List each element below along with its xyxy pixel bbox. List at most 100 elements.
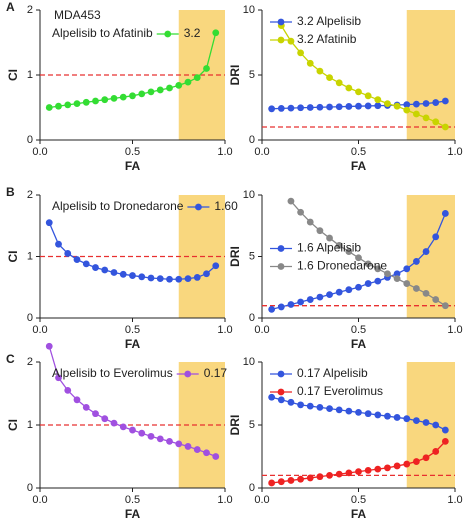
- data-point: [326, 234, 333, 242]
- legend-label: 0.17: [204, 366, 228, 380]
- x-tick-label: 0.0: [32, 324, 47, 336]
- data-point: [384, 412, 391, 420]
- data-point: [393, 270, 401, 278]
- y-axis-label: DRI: [228, 246, 242, 267]
- data-point: [138, 429, 146, 437]
- legend-label: 1.6 Alpelisib: [297, 241, 361, 255]
- data-point: [82, 403, 90, 411]
- data-point: [64, 101, 72, 109]
- data-point: [355, 409, 362, 416]
- data-point: [422, 248, 430, 255]
- data-point: [432, 118, 440, 126]
- data-point: [166, 275, 173, 283]
- x-tick-label: 0.5: [125, 146, 140, 158]
- data-point: [345, 286, 353, 294]
- data-point: [101, 96, 109, 104]
- data-point: [297, 298, 304, 306]
- data-point: [335, 242, 343, 249]
- y-axis-label: DRI: [228, 415, 242, 436]
- data-point: [175, 82, 183, 89]
- data-point: [268, 393, 276, 401]
- panel-label: C: [6, 352, 15, 366]
- data-point: [277, 478, 285, 486]
- data-point: [193, 274, 201, 281]
- annotation: Alpelisib to Dronedarone: [52, 199, 184, 213]
- data-point: [335, 103, 343, 111]
- legend-marker: [277, 36, 285, 44]
- data-point: [422, 419, 430, 426]
- data-point: [193, 74, 201, 81]
- y-tick-label: 10: [243, 4, 255, 16]
- data-point: [287, 104, 295, 112]
- x-tick-label: 0.5: [125, 324, 140, 336]
- data-point: [374, 465, 382, 473]
- data-point: [441, 210, 449, 217]
- data-point: [73, 396, 81, 404]
- data-point: [316, 103, 324, 111]
- y-tick-label: 5: [249, 250, 255, 262]
- data-point: [203, 65, 210, 72]
- data-point: [287, 477, 295, 484]
- data-point: [364, 92, 372, 100]
- shaded-region: [406, 362, 455, 488]
- data-point: [374, 96, 382, 104]
- data-point: [82, 98, 90, 106]
- x-axis-label: FA: [351, 337, 367, 351]
- data-point: [193, 446, 201, 453]
- data-point: [73, 256, 81, 263]
- data-point: [110, 95, 118, 102]
- data-point: [413, 100, 420, 108]
- y-tick-label: 1: [27, 419, 33, 431]
- y-axis-label: DRI: [228, 65, 242, 86]
- data-point: [287, 398, 295, 406]
- data-point: [306, 104, 314, 111]
- data-point: [175, 440, 183, 448]
- data-point: [92, 264, 99, 271]
- y-tick-label: 2: [27, 356, 33, 368]
- data-point: [355, 254, 362, 262]
- data-point: [374, 277, 382, 285]
- data-point: [45, 219, 53, 227]
- data-point: [403, 101, 411, 109]
- data-point: [335, 288, 343, 296]
- data-point: [129, 272, 136, 279]
- data-point: [55, 374, 62, 382]
- data-point: [316, 473, 324, 481]
- data-point: [432, 448, 440, 455]
- data-point: [277, 396, 285, 404]
- data-point: [393, 462, 401, 470]
- data-point: [316, 403, 324, 411]
- data-point: [403, 460, 411, 468]
- data-point: [297, 475, 304, 483]
- data-point: [64, 386, 72, 394]
- data-point: [101, 266, 109, 274]
- legend-label: 3.2 Alpelisib: [297, 14, 361, 28]
- legend-marker: [184, 370, 192, 378]
- data-point: [374, 102, 382, 110]
- data-point: [277, 303, 285, 311]
- y-axis-label: CI: [6, 69, 20, 81]
- data-point: [277, 105, 285, 112]
- data-point: [403, 106, 411, 114]
- data-point: [393, 275, 401, 283]
- data-point: [345, 469, 353, 477]
- data-point: [147, 88, 155, 96]
- data-point: [212, 262, 220, 270]
- data-point: [413, 417, 420, 424]
- data-point: [413, 110, 420, 118]
- legend-marker: [277, 263, 285, 270]
- data-point: [441, 437, 449, 445]
- data-point: [73, 100, 81, 107]
- y-axis-label: CI: [6, 251, 20, 263]
- legend-marker: [277, 18, 285, 26]
- y-tick-label: 1: [27, 69, 33, 81]
- x-tick-label: 0.5: [125, 494, 140, 506]
- x-axis-label: FA: [125, 507, 141, 521]
- data-point: [306, 296, 314, 303]
- y-tick-label: 1: [27, 250, 33, 262]
- data-point: [413, 285, 420, 292]
- data-point: [287, 301, 295, 308]
- data-point: [374, 265, 382, 273]
- data-point: [422, 114, 430, 122]
